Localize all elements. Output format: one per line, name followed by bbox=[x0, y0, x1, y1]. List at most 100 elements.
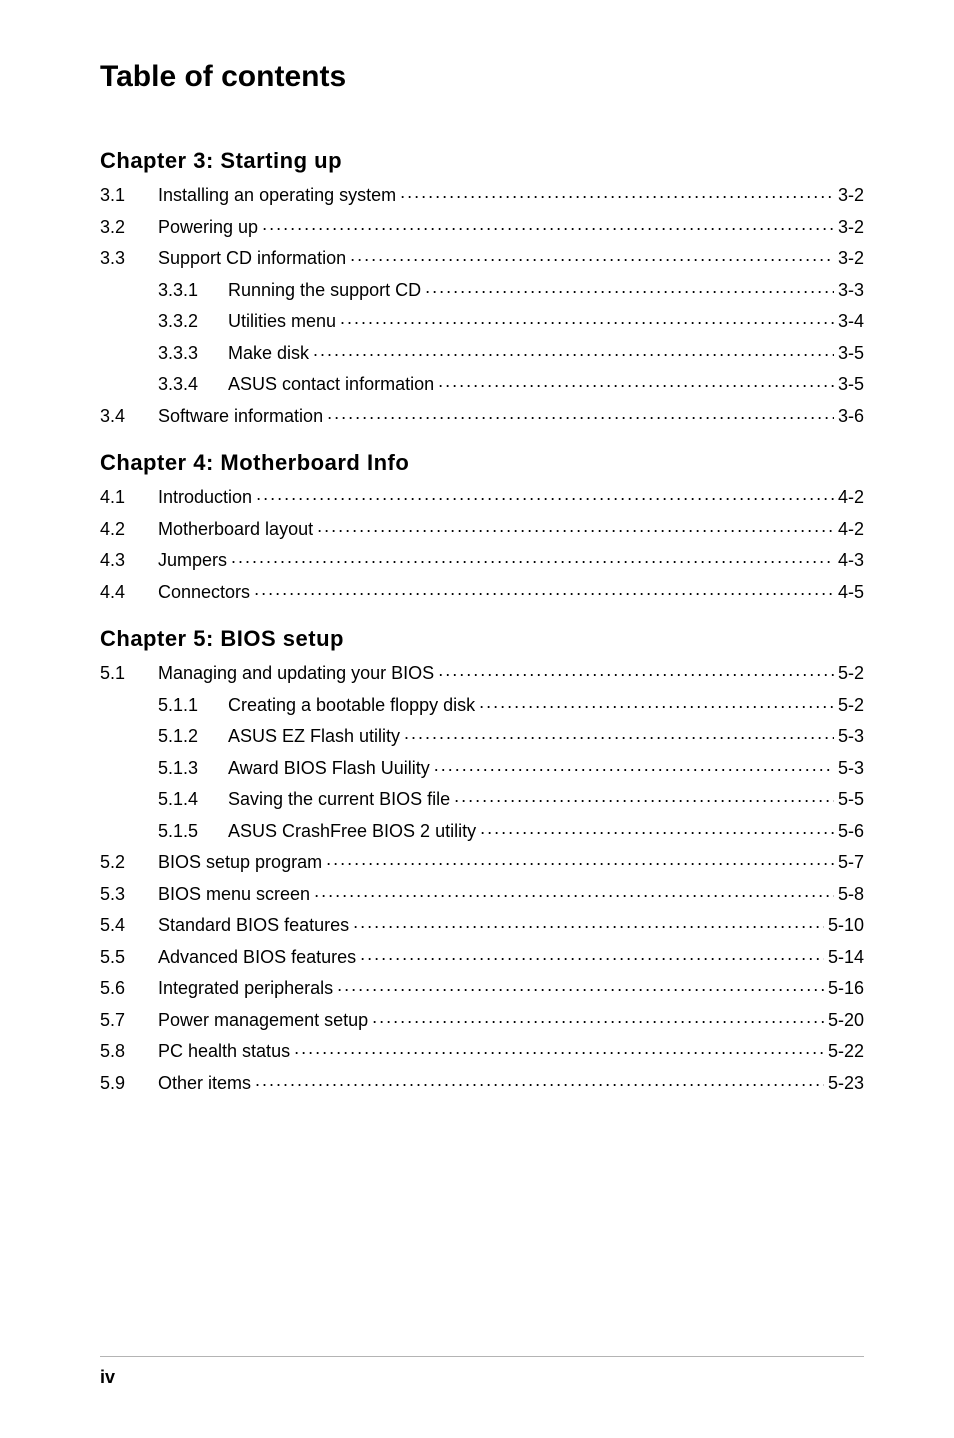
toc-page: 5-2 bbox=[838, 658, 864, 690]
toc-row: 5.9Other items 5-23 bbox=[100, 1068, 864, 1100]
toc-page: 5-3 bbox=[838, 721, 864, 753]
dot-leader bbox=[438, 372, 834, 390]
toc-entry-title: ASUS contact information bbox=[228, 369, 434, 401]
toc-entry-title: BIOS menu screen bbox=[158, 879, 310, 911]
toc-number: 3.3 bbox=[100, 243, 158, 275]
toc-page: 5-6 bbox=[838, 816, 864, 848]
chapter-heading: Chapter 4: Motherboard Info bbox=[100, 450, 864, 476]
toc-page: 3-2 bbox=[838, 212, 864, 244]
footer-page-number: iv bbox=[100, 1367, 115, 1387]
toc-page: 5-2 bbox=[838, 690, 864, 722]
toc-number: 5.1 bbox=[100, 658, 158, 690]
toc-entry-title: Support CD information bbox=[158, 243, 346, 275]
toc-subnumber: 5.1.1 bbox=[158, 690, 228, 722]
toc-row: 5.5Advanced BIOS features5-14 bbox=[100, 942, 864, 974]
dot-leader bbox=[340, 309, 834, 327]
toc-subrow: 5.1.5ASUS CrashFree BIOS 2 utility 5-6 bbox=[100, 816, 864, 848]
toc-subnumber: 3.3.1 bbox=[158, 275, 228, 307]
dot-leader bbox=[353, 913, 824, 931]
dot-leader bbox=[254, 580, 834, 598]
dot-leader bbox=[350, 246, 834, 264]
toc-page: 5-7 bbox=[838, 847, 864, 879]
dot-leader bbox=[256, 485, 834, 503]
toc-row: 5.3BIOS menu screen5-8 bbox=[100, 879, 864, 911]
toc-subrow: 3.3.3Make disk3-5 bbox=[100, 338, 864, 370]
toc-subnumber: 5.1.2 bbox=[158, 721, 228, 753]
toc-entry-title: Jumpers bbox=[158, 545, 227, 577]
toc-page: 3-3 bbox=[838, 275, 864, 307]
dot-leader bbox=[255, 1071, 824, 1089]
page-title: Table of contents bbox=[100, 60, 864, 94]
toc-page: 3-2 bbox=[838, 180, 864, 212]
toc-row: 4.3Jumpers4-3 bbox=[100, 545, 864, 577]
footer: iv bbox=[100, 1356, 864, 1398]
toc-subnumber: 5.1.3 bbox=[158, 753, 228, 785]
toc-number: 4.2 bbox=[100, 514, 158, 546]
toc-subrow: 5.1.2ASUS EZ Flash utility5-3 bbox=[100, 721, 864, 753]
toc-subrow: 3.3.1Running the support CD 3-3 bbox=[100, 275, 864, 307]
dot-leader bbox=[434, 756, 834, 774]
toc-entry-title: Motherboard layout bbox=[158, 514, 313, 546]
toc-subnumber: 5.1.4 bbox=[158, 784, 228, 816]
toc-number: 5.7 bbox=[100, 1005, 158, 1037]
toc-entry-title: Powering up bbox=[158, 212, 258, 244]
toc-subrow: 5.1.1Creating a bootable floppy disk 5-2 bbox=[100, 690, 864, 722]
toc-page: 5-14 bbox=[828, 942, 864, 974]
dot-leader bbox=[337, 976, 824, 994]
toc-row: 5.4Standard BIOS features5-10 bbox=[100, 910, 864, 942]
toc-subrow: 5.1.4Saving the current BIOS file5-5 bbox=[100, 784, 864, 816]
toc-number: 5.2 bbox=[100, 847, 158, 879]
toc-number: 4.3 bbox=[100, 545, 158, 577]
dot-leader bbox=[479, 693, 834, 711]
toc-entry-title: PC health status bbox=[158, 1036, 290, 1068]
dot-leader bbox=[327, 404, 834, 422]
toc-page: 5-3 bbox=[838, 753, 864, 785]
toc-entry-title: Saving the current BIOS file bbox=[228, 784, 450, 816]
toc-page: 3-6 bbox=[838, 401, 864, 433]
toc-entry-title: Introduction bbox=[158, 482, 252, 514]
toc-number: 4.1 bbox=[100, 482, 158, 514]
toc-page: 3-4 bbox=[838, 306, 864, 338]
toc-subrow: 5.1.3Award BIOS Flash Uuility 5-3 bbox=[100, 753, 864, 785]
toc-row: 5.1Managing and updating your BIOS 5-2 bbox=[100, 658, 864, 690]
toc-entry-title: Installing an operating system bbox=[158, 180, 396, 212]
toc-row: 4.1Introduction4-2 bbox=[100, 482, 864, 514]
toc-entry-title: Award BIOS Flash Uuility bbox=[228, 753, 430, 785]
toc-entry-title: Power management setup bbox=[158, 1005, 368, 1037]
toc-entry-title: BIOS setup program bbox=[158, 847, 322, 879]
toc-page: 5-22 bbox=[828, 1036, 864, 1068]
toc-entry-title: Creating a bootable floppy disk bbox=[228, 690, 475, 722]
toc-row: 5.6Integrated peripherals5-16 bbox=[100, 973, 864, 1005]
toc-page: 3-5 bbox=[838, 338, 864, 370]
toc-subrow: 3.3.4ASUS contact information3-5 bbox=[100, 369, 864, 401]
toc-subnumber: 3.3.4 bbox=[158, 369, 228, 401]
toc-number: 5.3 bbox=[100, 879, 158, 911]
toc-entry-title: Managing and updating your BIOS bbox=[158, 658, 434, 690]
toc-subnumber: 5.1.5 bbox=[158, 816, 228, 848]
toc-entry-title: Other items bbox=[158, 1068, 251, 1100]
dot-leader bbox=[372, 1008, 824, 1026]
toc-entry-title: Running the support CD bbox=[228, 275, 421, 307]
toc-entry-title: Standard BIOS features bbox=[158, 910, 349, 942]
chapter-heading: Chapter 3: Starting up bbox=[100, 148, 864, 174]
toc-page: 4-5 bbox=[838, 577, 864, 609]
dot-leader bbox=[262, 215, 834, 233]
toc-row: 5.7Power management setup 5-20 bbox=[100, 1005, 864, 1037]
toc-number: 5.5 bbox=[100, 942, 158, 974]
toc-number: 5.6 bbox=[100, 973, 158, 1005]
dot-leader bbox=[438, 661, 834, 679]
toc-number: 5.9 bbox=[100, 1068, 158, 1100]
toc-entry-title: Connectors bbox=[158, 577, 250, 609]
toc-body: Chapter 3: Starting up3.1Installing an o… bbox=[100, 130, 864, 1099]
toc-page: 5-20 bbox=[828, 1005, 864, 1037]
dot-leader bbox=[231, 548, 834, 566]
toc-page: 5-23 bbox=[828, 1068, 864, 1100]
toc-page: 3-2 bbox=[838, 243, 864, 275]
dot-leader bbox=[360, 945, 824, 963]
toc-row: 3.3Support CD information 3-2 bbox=[100, 243, 864, 275]
dot-leader bbox=[294, 1039, 824, 1057]
toc-page: 5-10 bbox=[828, 910, 864, 942]
toc-row: 3.1Installing an operating system3-2 bbox=[100, 180, 864, 212]
toc-entry-title: ASUS CrashFree BIOS 2 utility bbox=[228, 816, 476, 848]
dot-leader bbox=[317, 517, 834, 535]
